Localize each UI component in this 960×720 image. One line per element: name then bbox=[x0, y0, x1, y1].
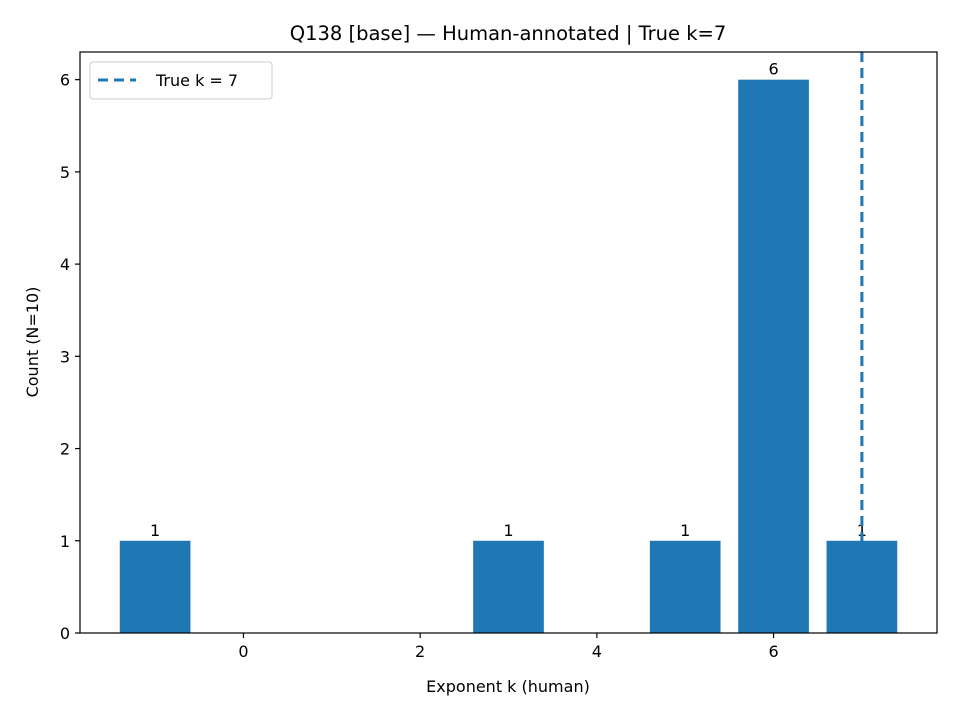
bar-value-label: 1 bbox=[150, 521, 160, 540]
bar-value-label: 1 bbox=[680, 521, 690, 540]
x-tick-label: 0 bbox=[238, 642, 248, 661]
y-axis-label: Count (N=10) bbox=[23, 287, 42, 398]
x-axis-ticks: 0 2 4 6 bbox=[238, 633, 779, 661]
bar-k-5 bbox=[649, 540, 721, 633]
x-tick-label: 4 bbox=[592, 642, 602, 661]
bar-k--1 bbox=[119, 540, 191, 633]
y-tick-label: 1 bbox=[60, 532, 70, 551]
y-axis-ticks: 0 1 2 3 4 5 6 bbox=[60, 71, 80, 643]
x-tick-label: 6 bbox=[768, 642, 778, 661]
bar-value-label: 1 bbox=[503, 521, 513, 540]
x-axis-label: Exponent k (human) bbox=[426, 677, 590, 696]
bar-value-label: 1 bbox=[857, 521, 867, 540]
y-tick-label: 2 bbox=[60, 440, 70, 459]
bar-value-label: 6 bbox=[768, 60, 778, 79]
x-tick-label: 2 bbox=[415, 642, 425, 661]
y-tick-label: 4 bbox=[60, 255, 70, 274]
plot-frame bbox=[79, 51, 938, 634]
bar-labels-group: 1 1 161 bbox=[150, 60, 867, 540]
bar-k-3 bbox=[473, 540, 544, 633]
y-tick-label: 5 bbox=[60, 163, 70, 182]
bars-group bbox=[119, 79, 898, 633]
bar-k-6 bbox=[738, 79, 809, 633]
legend-entry-label: True k = 7 bbox=[155, 71, 238, 90]
legend-box bbox=[89, 61, 273, 100]
y-tick-label: 0 bbox=[60, 624, 70, 643]
chart-title: Q138 [base] — Human-annotated | True k=7 bbox=[290, 22, 727, 45]
legend: True k = 7 bbox=[89, 61, 273, 100]
y-tick-label: 3 bbox=[60, 347, 70, 366]
y-tick-label: 6 bbox=[60, 71, 70, 90]
